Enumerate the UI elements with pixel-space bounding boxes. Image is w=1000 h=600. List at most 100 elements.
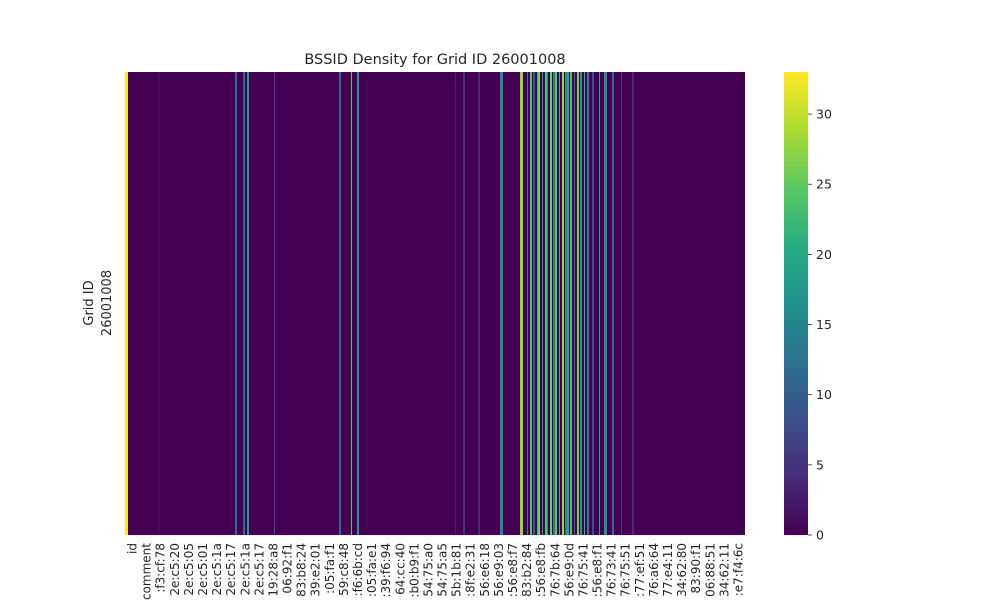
heatmap-cell <box>178 72 181 535</box>
heatmap-cell <box>525 72 528 535</box>
heatmap-cell <box>238 72 241 535</box>
heatmap-cell <box>262 72 265 535</box>
heatmap-cell <box>245 72 248 535</box>
heatmap-cell <box>535 72 538 535</box>
heatmap-cell <box>277 72 280 535</box>
heatmap-cell <box>493 72 496 535</box>
heatmap-cell <box>518 72 521 535</box>
heatmap-cell <box>252 72 255 535</box>
x-tick-label: 2e:c5:1a <box>210 543 224 595</box>
heatmap-cell <box>215 72 218 535</box>
x-tick-label: :f3:cf:78 <box>154 543 168 593</box>
heatmap-cell <box>478 72 481 535</box>
heatmap-cell <box>185 72 187 535</box>
heatmap-cell <box>711 72 714 535</box>
heatmap-cell <box>126 72 129 535</box>
heatmap-cell <box>743 72 745 535</box>
heatmap-cell <box>741 72 744 535</box>
heatmap-cell <box>684 72 687 535</box>
heatmap-cell <box>394 72 397 535</box>
heatmap-cell <box>369 72 372 535</box>
heatmap-cell <box>401 72 404 535</box>
heatmap-cell <box>679 72 682 535</box>
heatmap-cell <box>533 72 536 535</box>
x-tick-label: 2e:c5:1a <box>238 543 252 595</box>
heatmap-cell <box>292 72 295 535</box>
heatmap-cell <box>421 72 424 535</box>
heatmap-cell <box>287 72 290 535</box>
heatmap-cell <box>466 72 469 535</box>
heatmap-cell <box>386 72 389 535</box>
colorbar-tick-label: 0 <box>816 528 824 543</box>
heatmap-cell <box>629 72 632 535</box>
heatmap-cell <box>523 72 526 535</box>
heatmap-cell <box>627 72 630 535</box>
heatmap-cell <box>644 72 647 535</box>
heatmap-cell <box>572 72 575 535</box>
heatmap-cell <box>352 72 355 535</box>
heatmap-cell <box>166 72 169 535</box>
heatmap-cell <box>389 72 392 535</box>
heatmap-cell <box>235 72 238 535</box>
x-tick-label: :f6:6b:cd <box>351 543 365 596</box>
x-tick-label: :39:f6:94 <box>379 543 393 598</box>
x-tick-label: :77:ef:51 <box>633 543 647 597</box>
x-tick-label: 76:73:41 <box>605 543 619 597</box>
heatmap-cell <box>131 72 134 535</box>
heatmap-cell <box>247 72 249 535</box>
heatmap-cell <box>257 72 260 535</box>
heatmap-cell <box>503 72 506 535</box>
colorbar-tick-label: 5 <box>816 457 824 472</box>
heatmap-cell <box>543 72 546 535</box>
heatmap-cell <box>468 72 471 535</box>
heatmap-cell <box>349 72 352 535</box>
x-tick-label: 5b:1b:81 <box>450 543 464 597</box>
x-tick-label: :05:fa:e1 <box>365 543 379 597</box>
heatmap-cell <box>483 72 486 535</box>
heatmap-cell <box>696 72 699 535</box>
x-tick-label: 39:e2:01 <box>309 543 323 597</box>
heatmap-cells <box>125 72 745 535</box>
heatmap-cell <box>379 72 382 535</box>
heatmap-cell <box>612 72 615 535</box>
heatmap-cell <box>250 72 253 535</box>
colorbar-ticks: 0 5 10 15 20 25 30 <box>808 107 832 543</box>
heatmap-cell <box>300 72 303 535</box>
heatmap-cell <box>228 72 231 535</box>
heatmap-cell <box>699 72 702 535</box>
heatmap-cell <box>190 72 193 535</box>
heatmap-cell <box>649 72 652 535</box>
heatmap-cell <box>314 72 317 535</box>
heatmap-cell <box>399 72 402 535</box>
heatmap-cell <box>602 72 605 535</box>
heatmap-cell <box>667 72 670 535</box>
heatmap-cell <box>424 72 427 535</box>
heatmap-cell <box>161 72 164 535</box>
heatmap-cell <box>371 72 373 535</box>
heatmap-cell <box>290 72 293 535</box>
x-tick-label: 19:28:a8 <box>267 543 281 597</box>
heatmap-cell <box>275 72 278 535</box>
x-tick-label: 06:92:f1 <box>281 543 295 593</box>
heatmap-cell <box>143 72 146 535</box>
x-tick-label: :b0:b9:f1 <box>407 543 421 598</box>
x-tick-label: :e7:f4:6c <box>732 543 746 596</box>
heatmap-cell <box>706 72 709 535</box>
heatmap-cell <box>451 72 454 535</box>
heatmap-cell <box>513 72 516 535</box>
heatmap-cell <box>181 72 184 535</box>
heatmap-cell <box>639 72 642 535</box>
heatmap-cell <box>280 72 283 535</box>
heatmap-cell <box>555 72 558 535</box>
heatmap-cell <box>686 72 689 535</box>
heatmap-cell <box>448 72 451 535</box>
heatmap-cell <box>329 72 332 535</box>
heatmap-cell <box>637 72 640 535</box>
x-tick-label: 2e:c5:17 <box>224 543 238 596</box>
heatmap-cell <box>208 72 211 535</box>
heatmap-cell <box>354 72 357 535</box>
heatmap-cell <box>265 72 268 535</box>
heatmap-cell <box>654 72 657 535</box>
heatmap-cell <box>322 72 325 535</box>
colorbar-tick-label: 30 <box>816 107 832 122</box>
